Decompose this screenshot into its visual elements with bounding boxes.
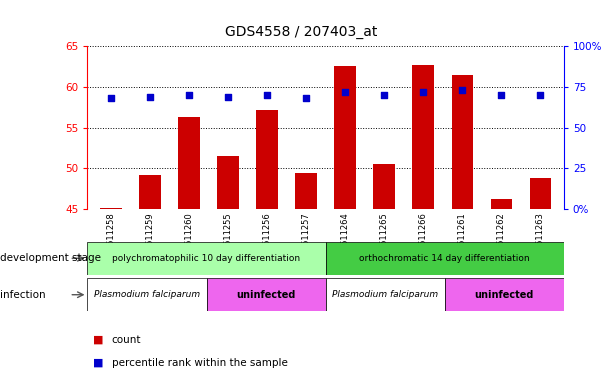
Point [106,95,116,101]
Bar [373,164,395,209]
Point [496,92,506,98]
Text: Plasmodium falciparum: Plasmodium falciparum [94,290,200,299]
Bar [178,117,200,209]
Text: GDS4558 / 207403_at: GDS4558 / 207403_at [226,25,377,39]
Text: ■: ■ [93,335,104,345]
Bar [326,278,445,311]
Bar [326,242,564,275]
Point [458,87,467,93]
Point [418,89,428,95]
Point [184,92,194,98]
Bar [491,199,512,209]
Text: percentile rank within the sample: percentile rank within the sample [112,358,288,368]
Bar [295,172,317,209]
Text: count: count [112,335,141,345]
Text: polychromatophilic 10 day differentiation: polychromatophilic 10 day differentiatio… [113,254,300,263]
Text: infection: infection [0,290,46,300]
Bar [87,242,326,275]
Bar [139,175,160,209]
Point [379,92,389,98]
Bar [206,278,326,311]
Bar [412,65,434,209]
Text: ■: ■ [93,358,104,368]
Point [535,92,545,98]
Point [340,89,350,95]
Text: Plasmodium falciparum: Plasmodium falciparum [332,290,438,299]
Point [262,92,272,98]
Text: development stage: development stage [0,253,101,263]
Bar [529,178,551,209]
Text: uninfected: uninfected [236,290,295,300]
Bar [335,66,356,209]
Point [223,94,233,100]
Bar [87,278,206,311]
Bar [100,208,122,209]
Point [302,95,311,101]
Bar [445,278,564,311]
Bar [256,110,278,209]
Bar [217,156,239,209]
Point [145,94,155,100]
Text: orthochromatic 14 day differentiation: orthochromatic 14 day differentiation [359,254,530,263]
Bar [452,74,473,209]
Text: uninfected: uninfected [475,290,534,300]
